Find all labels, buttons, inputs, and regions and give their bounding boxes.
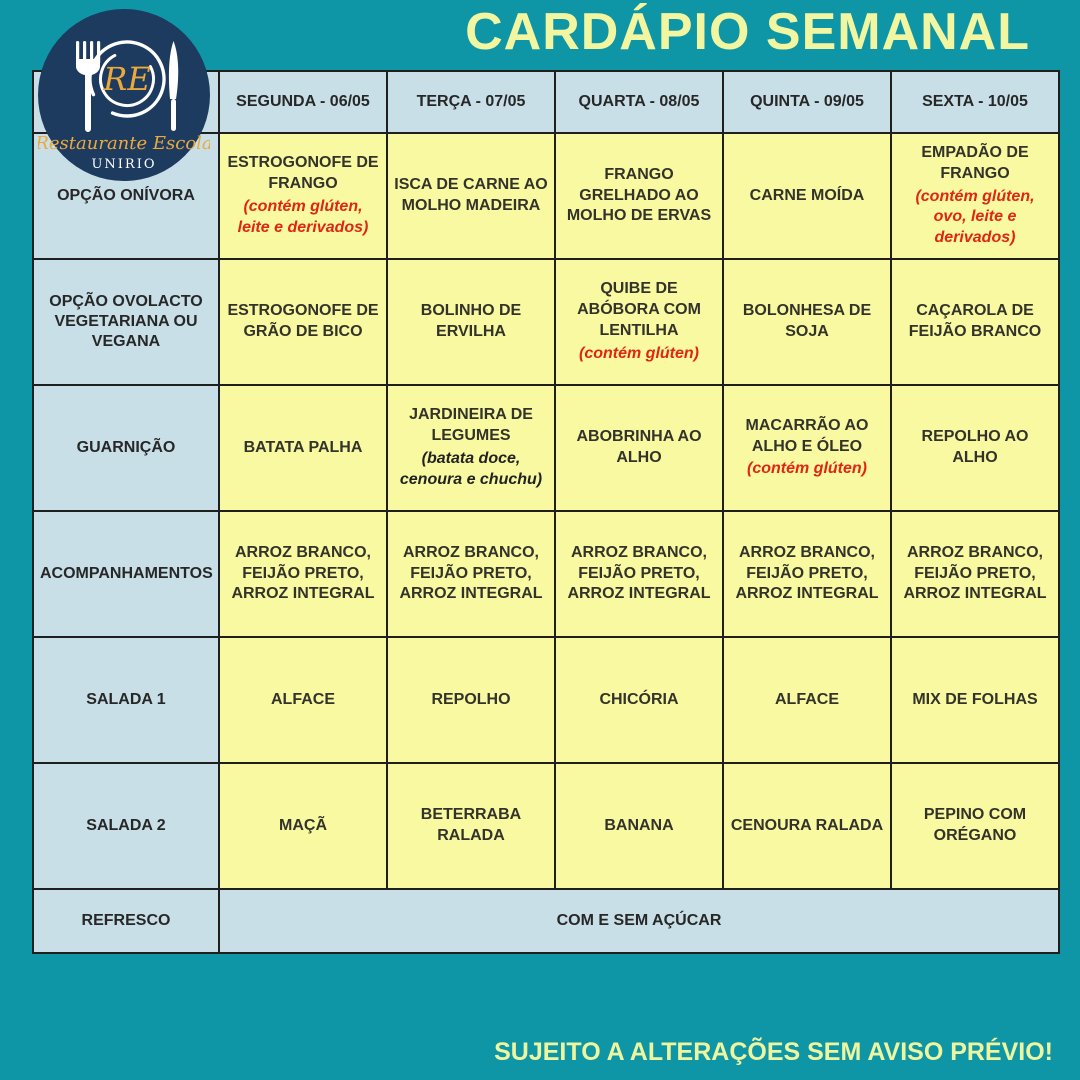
menu-cell: JARDINEIRA DE LEGUMES (batata doce, cenou… (386, 384, 556, 512)
menu-cell: EMPADÃO DE FRANGO (contém glúten, ovo, le… (890, 132, 1060, 260)
dish-name: ABOBRINHA AO ALHO (576, 428, 702, 466)
logo-graphic: RE Restaurante Escola UNIRIO (38, 40, 210, 172)
table-row-salad-2: SALADA 2 MAÇÃ BETERRABA RALADA BANANA CE… (32, 762, 1060, 890)
fork-icon (76, 41, 101, 132)
table-row-accompaniments: ACOMPANHAMENTOS ARROZ BRANCO, FEIJÃO PRE… (32, 510, 1060, 638)
dish-name: PEPINO COM ORÉGANO (923, 806, 1027, 844)
dish-name: JARDINEIRA DE LEGUMES (409, 406, 533, 445)
dish-name: BOLINHO DE ERVILHA (420, 302, 522, 340)
dish-name: BATATA PALHA (243, 438, 363, 456)
plate-icon (88, 40, 166, 118)
dish-name: BOLONHESA DE SOJA (742, 302, 872, 340)
page-title: CARDÁPIO SEMANAL (465, 3, 1030, 61)
dish-name: ESTROGONOFE DE GRÃO DE BICO (227, 302, 379, 340)
menu-cell: BANANA (554, 762, 724, 890)
dish-name: ALFACE (775, 690, 839, 708)
day-header-thursday: QUINTA - 09/05 (722, 70, 892, 134)
menu-cell-beverage: COM E SEM AÇÚCAR (218, 888, 1060, 954)
day-header-wednesday: QUARTA - 08/05 (554, 70, 724, 134)
menu-cell: CENOURA RALADA (722, 762, 892, 890)
dish-name: BANANA (604, 816, 674, 834)
dish-name: CARNE MOÍDA (749, 186, 865, 204)
dish-name: ARROZ BRANCO, FEIJÃO PRETO, ARROZ INTEGR… (399, 543, 543, 603)
menu-cell: ESTROGONOFE DE FRANGO (contém glúten, lei… (218, 132, 388, 260)
menu-cell: ARROZ BRANCO, FEIJÃO PRETO, ARROZ INTEGR… (218, 510, 388, 638)
allergen-note: (contém glúten, ovo, leite e derivados) (915, 187, 1035, 247)
row-label: SALADA 1 (32, 636, 220, 764)
table-row-vegetarian: OPÇÃO OVOLACTO VEGETARIANA OU VEGANA EST… (32, 258, 1060, 386)
dish-name: ARROZ BRANCO, FEIJÃO PRETO, ARROZ INTEGR… (903, 543, 1047, 603)
dish-name: MACARRÃO AO ALHO E ÓLEO (745, 416, 869, 455)
menu-cell: ISCA DE CARNE AO MOLHO MADEIRA (386, 132, 556, 260)
day-header-friday: SEXTA - 10/05 (890, 70, 1060, 134)
dish-name: ALFACE (271, 690, 335, 708)
menu-cell: FRANGO GRELHADO AO MOLHO DE ERVAS (554, 132, 724, 260)
logo-initials: RE (102, 60, 150, 98)
knife-icon (168, 41, 179, 131)
dish-name: EMPADÃO DE FRANGO (921, 144, 1029, 182)
menu-cell: BETERRABA RALADA (386, 762, 556, 890)
row-label: OPÇÃO OVOLACTO VEGETARIANA OU VEGANA (32, 258, 220, 386)
dish-name: ARROZ BRANCO, FEIJÃO PRETO, ARROZ INTEGR… (567, 543, 711, 603)
menu-cell: MAÇÃ (218, 762, 388, 890)
dish-name: MAÇÃ (279, 816, 327, 834)
menu-cell: BATATA PALHA (218, 384, 388, 512)
menu-cell: MIX DE FOLHAS (890, 636, 1060, 764)
dish-name: FRANGO GRELHADO AO MOLHO DE ERVAS (566, 165, 712, 225)
table-row-beverage: REFRESCO COM E SEM AÇÚCAR (32, 888, 1060, 954)
menu-cell: PEPINO COM ORÉGANO (890, 762, 1060, 890)
footer-disclaimer: SUJEITO A ALTERAÇÕES SEM AVISO PRÉVIO! (494, 1038, 1053, 1066)
menu-cell: ARROZ BRANCO, FEIJÃO PRETO, ARROZ INTEGR… (386, 510, 556, 638)
menu-cell: ALFACE (722, 636, 892, 764)
menu-cell: ABOBRINHA AO ALHO (554, 384, 724, 512)
menu-table: SEGUNDA - 06/05 TERÇA - 07/05 QUARTA - 0… (32, 70, 1060, 954)
dish-name: CHICÓRIA (599, 690, 679, 708)
menu-cell: CHICÓRIA (554, 636, 724, 764)
dish-name: QUIBE DE ABÓBORA COM LENTILHA (577, 280, 701, 339)
menu-cell: BOLINHO DE ERVILHA (386, 258, 556, 386)
table-row-omnivore: OPÇÃO ONÍVORA ESTROGONOFE DE FRANGO (cont… (32, 132, 1060, 260)
menu-cell: REPOLHO (386, 636, 556, 764)
table-row-side-dish: GUARNIÇÃO BATATA PALHA JARDINEIRA DE LEG… (32, 384, 1060, 512)
menu-cell: ARROZ BRANCO, FEIJÃO PRETO, ARROZ INTEGR… (722, 510, 892, 638)
allergen-note: (contém glúten, leite e derivados) (237, 198, 369, 236)
menu-cell: REPOLHO AO ALHO (890, 384, 1060, 512)
dish-name: BETERRABA RALADA (420, 806, 522, 844)
logo-institution: UNIRIO (91, 157, 156, 172)
allergen-note: (contém glúten) (579, 344, 699, 362)
dish-name: ARROZ BRANCO, FEIJÃO PRETO, ARROZ INTEGR… (231, 543, 375, 603)
allergen-note: (contém glúten) (747, 460, 867, 478)
menu-cell: ARROZ BRANCO, FEIJÃO PRETO, ARROZ INTEGR… (890, 510, 1060, 638)
dish-name: CAÇAROLA DE FEIJÃO BRANCO (908, 302, 1042, 340)
dish-name: CENOURA RALADA (730, 816, 884, 834)
menu-cell: ALFACE (218, 636, 388, 764)
row-label: ACOMPANHAMENTOS (32, 510, 220, 638)
dish-name: ISCA DE CARNE AO MOLHO MADEIRA (394, 176, 548, 214)
menu-cell: ESTROGONOFE DE GRÃO DE BICO (218, 258, 388, 386)
dish-name: MIX DE FOLHAS (912, 690, 1038, 708)
table-row-salad-1: SALADA 1 ALFACE REPOLHO CHICÓRIA ALFACE … (32, 636, 1060, 764)
menu-cell: BOLONHESA DE SOJA (722, 258, 892, 386)
dish-name: ESTROGONOFE DE FRANGO (227, 154, 379, 193)
logo-name: Restaurante Escola (38, 133, 210, 154)
row-label: SALADA 2 (32, 762, 220, 890)
day-header-tuesday: TERÇA - 07/05 (386, 70, 556, 134)
row-label: GUARNIÇÃO (32, 384, 220, 512)
dish-name: REPOLHO (431, 690, 511, 708)
row-label: REFRESCO (32, 888, 220, 954)
menu-cell: CARNE MOÍDA (722, 132, 892, 260)
menu-cell: ARROZ BRANCO, FEIJÃO PRETO, ARROZ INTEGR… (554, 510, 724, 638)
dish-name: REPOLHO AO ALHO (921, 428, 1029, 466)
menu-cell: QUIBE DE ABÓBORA COM LENTILHA (contém glú… (554, 258, 724, 386)
menu-cell: MACARRÃO AO ALHO E ÓLEO (contém glúten) (722, 384, 892, 512)
ingredient-note: (batata doce, cenoura e chuchu) (399, 450, 543, 488)
day-header-monday: SEGUNDA - 06/05 (218, 70, 388, 134)
menu-cell: CAÇAROLA DE FEIJÃO BRANCO (890, 258, 1060, 386)
restaurant-logo: RE Restaurante Escola UNIRIO (38, 9, 210, 181)
dish-name: ARROZ BRANCO, FEIJÃO PRETO, ARROZ INTEGR… (735, 543, 879, 603)
